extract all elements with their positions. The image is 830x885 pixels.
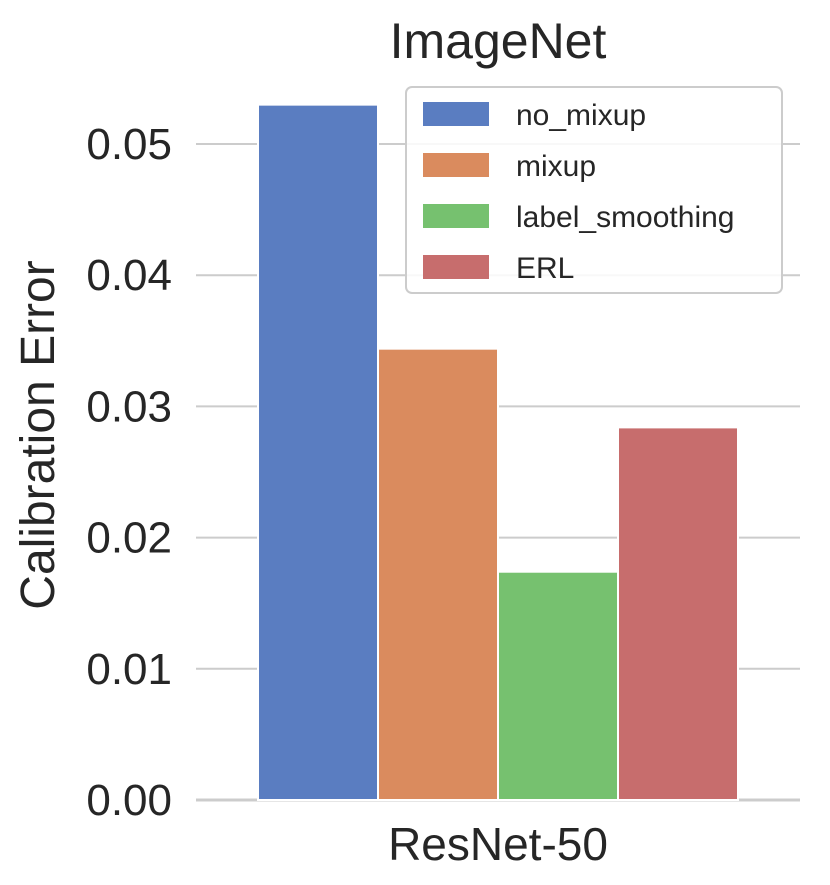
y-tick-labels: 0.00 0.01 0.02 0.03 0.04 0.05 — [86, 120, 172, 825]
y-tick-label: 0.01 — [86, 645, 172, 694]
legend-label-no-mixup: no_mixup — [516, 99, 646, 132]
bars — [257, 103, 739, 801]
legend-label-mixup: mixup — [516, 150, 596, 183]
bar-no-mixup — [257, 103, 379, 801]
y-tick-label: 0.02 — [86, 514, 172, 563]
chart-title: ImageNet — [390, 13, 607, 69]
legend-label-ERL: ERL — [516, 252, 574, 285]
bar-ERL — [617, 426, 739, 801]
x-tick-labels: ResNet-50 — [388, 818, 608, 870]
legend-swatch-label-smoothing — [423, 204, 489, 228]
legend-swatch-ERL — [423, 255, 489, 279]
legend-frame — [405, 86, 783, 294]
legend-swatch-no-mixup — [423, 102, 489, 126]
y-tick-label: 0.05 — [86, 120, 172, 169]
y-tick-label: 0.00 — [86, 776, 172, 825]
x-tick-label: ResNet-50 — [388, 818, 608, 870]
legend-label-label-smoothing: label_smoothing — [516, 201, 734, 234]
y-axis-label: Calibration Error — [12, 260, 65, 609]
bar-mixup — [377, 347, 499, 801]
y-tick-label: 0.04 — [86, 251, 172, 300]
y-tick-label: 0.03 — [86, 382, 172, 431]
bar-label-smoothing — [497, 570, 619, 801]
legend-swatch-mixup — [423, 153, 489, 177]
